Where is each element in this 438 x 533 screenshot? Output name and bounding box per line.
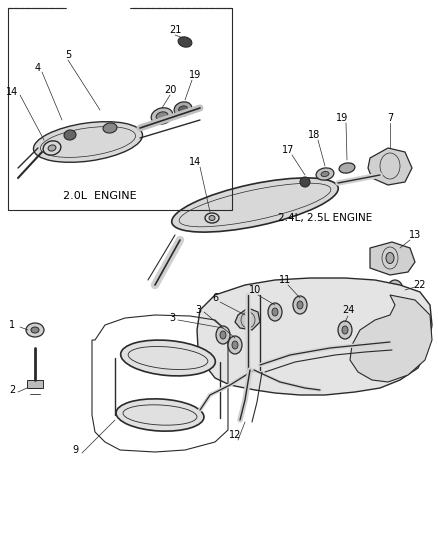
Ellipse shape xyxy=(33,122,142,163)
Text: 6: 6 xyxy=(212,293,218,303)
Text: 12: 12 xyxy=(228,430,240,440)
Text: 2: 2 xyxy=(9,385,15,395)
Ellipse shape xyxy=(337,321,351,339)
Text: 24: 24 xyxy=(341,305,353,315)
Ellipse shape xyxy=(320,172,328,176)
Text: 4: 4 xyxy=(35,63,41,73)
Ellipse shape xyxy=(315,168,333,180)
Text: 2.0L  ENGINE: 2.0L ENGINE xyxy=(63,191,137,201)
Text: 14: 14 xyxy=(6,87,18,97)
Ellipse shape xyxy=(26,323,44,337)
Polygon shape xyxy=(367,148,411,185)
Text: 2.4L, 2.5L ENGINE: 2.4L, 2.5L ENGINE xyxy=(277,213,371,223)
Ellipse shape xyxy=(219,331,226,339)
Ellipse shape xyxy=(227,336,241,354)
Ellipse shape xyxy=(272,308,277,316)
Bar xyxy=(27,380,43,388)
Text: 21: 21 xyxy=(169,25,181,35)
Ellipse shape xyxy=(208,215,215,221)
Ellipse shape xyxy=(338,163,354,173)
Ellipse shape xyxy=(299,177,309,187)
Text: 11: 11 xyxy=(278,275,290,285)
Ellipse shape xyxy=(178,37,191,47)
Text: 7: 7 xyxy=(386,113,392,123)
Text: 5: 5 xyxy=(65,50,71,60)
Text: 3: 3 xyxy=(169,313,175,323)
Text: 18: 18 xyxy=(307,130,319,140)
Ellipse shape xyxy=(385,253,393,263)
Polygon shape xyxy=(349,295,431,382)
Ellipse shape xyxy=(386,280,402,300)
Ellipse shape xyxy=(297,301,302,309)
Ellipse shape xyxy=(171,178,338,232)
Text: 22: 22 xyxy=(413,280,425,290)
Text: 17: 17 xyxy=(281,145,293,155)
Ellipse shape xyxy=(156,112,167,120)
Text: 3: 3 xyxy=(194,305,201,315)
Polygon shape xyxy=(197,278,431,395)
Ellipse shape xyxy=(64,130,76,140)
Text: 13: 13 xyxy=(408,230,420,240)
Text: 14: 14 xyxy=(188,157,201,167)
Ellipse shape xyxy=(103,123,117,133)
Polygon shape xyxy=(369,242,414,275)
Text: 1: 1 xyxy=(9,320,15,330)
Ellipse shape xyxy=(151,108,173,124)
Text: 10: 10 xyxy=(248,285,261,295)
Ellipse shape xyxy=(390,285,398,295)
Ellipse shape xyxy=(267,303,281,321)
Ellipse shape xyxy=(116,399,204,431)
Ellipse shape xyxy=(48,145,56,151)
Ellipse shape xyxy=(31,327,39,333)
Ellipse shape xyxy=(215,326,230,344)
Ellipse shape xyxy=(231,341,237,349)
Text: 9: 9 xyxy=(72,445,78,455)
Ellipse shape xyxy=(120,340,215,376)
Ellipse shape xyxy=(174,102,191,116)
Text: 19: 19 xyxy=(335,113,347,123)
Ellipse shape xyxy=(292,296,306,314)
Ellipse shape xyxy=(341,326,347,334)
Ellipse shape xyxy=(178,106,187,112)
Polygon shape xyxy=(234,308,259,330)
Text: 20: 20 xyxy=(163,85,176,95)
Text: 19: 19 xyxy=(188,70,201,80)
